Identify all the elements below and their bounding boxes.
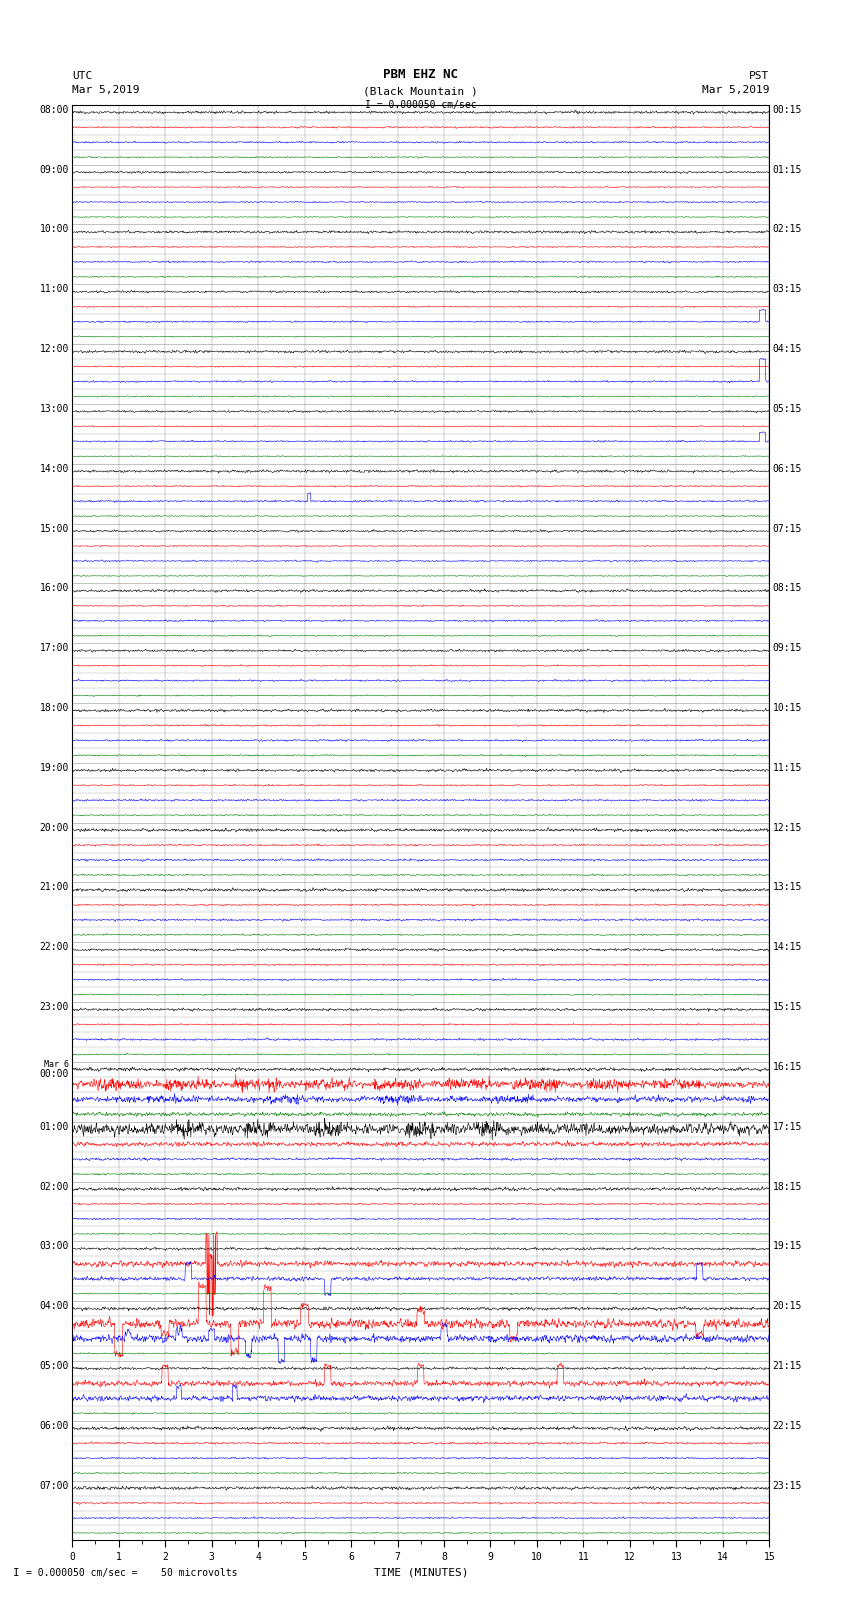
Text: 02:00: 02:00 [39, 1181, 69, 1192]
Text: 23:00: 23:00 [39, 1002, 69, 1011]
Text: 16:00: 16:00 [39, 584, 69, 594]
Text: 05:15: 05:15 [773, 403, 802, 415]
Text: 19:15: 19:15 [773, 1242, 802, 1252]
Text: 18:15: 18:15 [773, 1181, 802, 1192]
Text: 01:15: 01:15 [773, 165, 802, 174]
Text: 10:00: 10:00 [39, 224, 69, 234]
Text: 22:15: 22:15 [773, 1421, 802, 1431]
Text: 17:00: 17:00 [39, 644, 69, 653]
Text: 05:00: 05:00 [39, 1361, 69, 1371]
Text: PST: PST [749, 71, 769, 81]
Text: 06:00: 06:00 [39, 1421, 69, 1431]
Text: 19:00: 19:00 [39, 763, 69, 773]
Text: 00:15: 00:15 [773, 105, 802, 115]
Text: 10:15: 10:15 [773, 703, 802, 713]
Text: 07:00: 07:00 [39, 1481, 69, 1490]
Text: 13:15: 13:15 [773, 882, 802, 892]
Text: 11:00: 11:00 [39, 284, 69, 294]
X-axis label: TIME (MINUTES): TIME (MINUTES) [373, 1568, 468, 1578]
Text: = 0.000050 cm/sec =    50 microvolts: = 0.000050 cm/sec = 50 microvolts [26, 1568, 237, 1578]
Text: 14:15: 14:15 [773, 942, 802, 952]
Text: 06:15: 06:15 [773, 465, 802, 474]
Text: 15:15: 15:15 [773, 1002, 802, 1011]
Text: 01:00: 01:00 [39, 1121, 69, 1132]
Text: 03:15: 03:15 [773, 284, 802, 294]
Text: 14:00: 14:00 [39, 465, 69, 474]
Text: Mar 5,2019: Mar 5,2019 [702, 85, 769, 95]
Text: 12:15: 12:15 [773, 823, 802, 832]
Text: 20:00: 20:00 [39, 823, 69, 832]
Text: (Black Mountain ): (Black Mountain ) [363, 87, 478, 97]
Text: 03:00: 03:00 [39, 1242, 69, 1252]
Text: I = 0.000050 cm/sec: I = 0.000050 cm/sec [365, 100, 477, 110]
Text: 21:00: 21:00 [39, 882, 69, 892]
Text: PBM EHZ NC: PBM EHZ NC [383, 68, 458, 81]
Text: 16:15: 16:15 [773, 1061, 802, 1073]
Text: 23:15: 23:15 [773, 1481, 802, 1490]
Text: 20:15: 20:15 [773, 1302, 802, 1311]
Text: 17:15: 17:15 [773, 1121, 802, 1132]
Text: 04:00: 04:00 [39, 1302, 69, 1311]
Text: 09:15: 09:15 [773, 644, 802, 653]
Text: 04:15: 04:15 [773, 344, 802, 355]
Text: 08:15: 08:15 [773, 584, 802, 594]
Text: 13:00: 13:00 [39, 403, 69, 415]
Text: 02:15: 02:15 [773, 224, 802, 234]
Text: 21:15: 21:15 [773, 1361, 802, 1371]
Text: 11:15: 11:15 [773, 763, 802, 773]
Text: Mar 6: Mar 6 [43, 1060, 69, 1069]
Text: 22:00: 22:00 [39, 942, 69, 952]
Text: Mar 5,2019: Mar 5,2019 [72, 85, 139, 95]
Text: 15:00: 15:00 [39, 524, 69, 534]
Text: 18:00: 18:00 [39, 703, 69, 713]
Text: UTC: UTC [72, 71, 93, 81]
Text: 07:15: 07:15 [773, 524, 802, 534]
Text: 12:00: 12:00 [39, 344, 69, 355]
Text: 00:00: 00:00 [39, 1069, 69, 1079]
Text: 08:00: 08:00 [39, 105, 69, 115]
Text: I: I [13, 1568, 20, 1578]
Text: 09:00: 09:00 [39, 165, 69, 174]
